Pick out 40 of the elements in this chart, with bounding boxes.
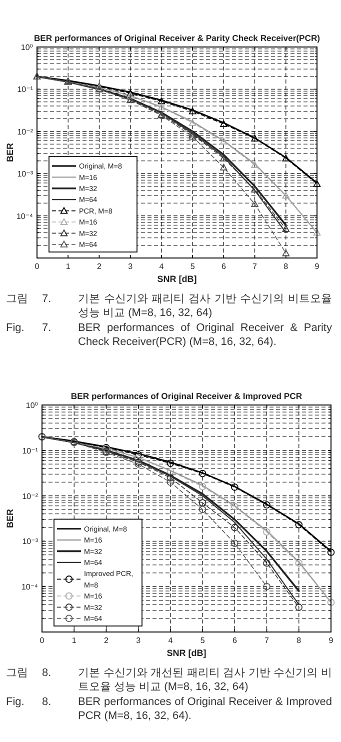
x-axis-title: SNR [dB] xyxy=(166,648,206,658)
x-tick-label: 3 xyxy=(136,636,142,645)
x-tick-label: 6 xyxy=(232,636,238,645)
x-tick-label: 5 xyxy=(200,636,206,645)
y-axis-title: BER xyxy=(5,142,15,162)
y-tick-label: 10⁻¹ xyxy=(17,85,34,94)
x-tick-label: 9 xyxy=(328,636,334,645)
x-tick-label: 9 xyxy=(314,262,320,271)
x-tick-label: 5 xyxy=(190,262,196,271)
text: Fig. 8. BER performances of Original Receiver & Improved PCR (M=8, 16, 32, 64). xyxy=(6,696,332,722)
x-tick-label: 2 xyxy=(104,636,109,645)
y-axis-title: BER xyxy=(5,508,15,528)
y-tick-label: 10⁰ xyxy=(20,43,33,52)
y-tick-label: 10⁻⁴ xyxy=(21,582,39,592)
y-tick-label: 10⁻² xyxy=(22,492,38,501)
x-tick-label: 7 xyxy=(264,636,270,645)
x-tick-label: 1 xyxy=(66,262,71,271)
x-tick-label: 3 xyxy=(128,262,134,271)
x-tick-label: 2 xyxy=(96,262,102,271)
chart-title: BER performances of Original Receiver & Improved PCR xyxy=(70,391,303,401)
y-tick-label: 10⁻² xyxy=(17,127,34,136)
y-tick-label: 10⁻³ xyxy=(22,537,38,546)
x-tick-label: 7 xyxy=(252,262,258,271)
y-tick-label: 10⁻⁴ xyxy=(16,212,34,221)
chart-title: BER performances of Original Receiver & Parity Check Receiver(PCR) xyxy=(34,33,320,43)
y-tick-label: 10⁰ xyxy=(26,401,38,410)
x-tick-label: 0 xyxy=(40,636,45,645)
x-tick-label: 6 xyxy=(221,262,226,271)
x-tick-label: 1 xyxy=(72,636,77,645)
x-tick-label: 0 xyxy=(34,262,40,271)
y-tick-label: 10⁻³ xyxy=(17,170,34,179)
x-axis-title: SNR [dB] xyxy=(157,274,197,284)
x-tick-label: 8 xyxy=(296,636,302,645)
text: Fig. 7. BER performances of Original Receiver & Parity Check Receiver(PCR) (M=8, 16, 32, 64). xyxy=(6,322,332,348)
y-tick-label: 10⁻¹ xyxy=(22,446,38,456)
x-tick-label: 4 xyxy=(159,262,164,271)
x-tick-label: 8 xyxy=(284,262,289,271)
text: 그림 7. 기본 수신기와 패리티 검사 기반 수신기의 비트오율 성능 비교 (M=8, 16, 32, 64) xyxy=(6,293,332,319)
text: 그림 8. 기본 수신기와 개선된 패리티 검사 기반 수신기의 비트오율 성능 비교 (M=8, 16, 32, 64) xyxy=(6,667,332,693)
x-tick-label: 4 xyxy=(168,636,174,645)
